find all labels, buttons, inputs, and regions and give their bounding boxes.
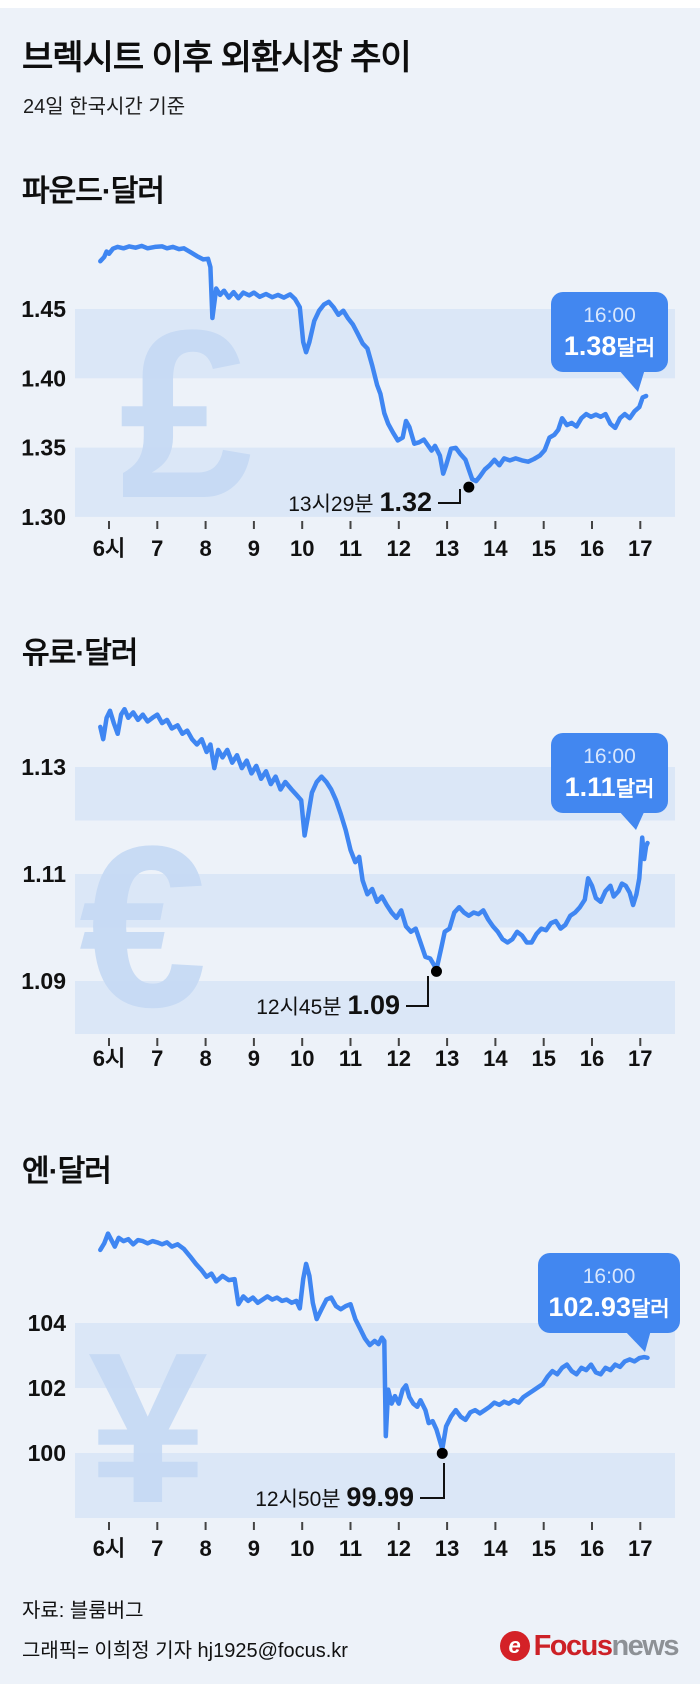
x-axis-label: 17 (628, 1536, 652, 1561)
x-axis-label: 8 (199, 1046, 211, 1071)
x-axis-label: 11 (339, 1046, 362, 1071)
page-subtitle: 24일 한국시간 기준 (23, 96, 186, 118)
callout-pointer (624, 1330, 651, 1352)
value-band (75, 981, 675, 1034)
source-text: 자료: 블룸버그 (22, 1600, 144, 1622)
callout-time: 16:00 (583, 304, 636, 327)
x-axis-label: 8 (199, 1536, 211, 1561)
x-axis-label: 13 (435, 1046, 459, 1071)
x-axis-label: 12 (387, 536, 411, 561)
y-axis-label: 1.40 (21, 365, 66, 391)
x-axis-label: 14 (483, 1046, 508, 1071)
value-band (75, 1323, 675, 1388)
x-axis-label: 11 (339, 536, 362, 561)
chart-3: ¥104 102 100 6시 7 8 9 10 11 12 13 14 15 16 17 12시50분 99… (28, 1231, 680, 1561)
x-axis-label: 9 (248, 1046, 260, 1071)
top-white-strip (0, 0, 700, 8)
x-axis-label: 6시 (93, 1536, 125, 1561)
price-line (98, 706, 650, 972)
x-axis-label: 13 (435, 536, 459, 561)
low-point-dot (430, 965, 442, 977)
x-axis-label: 15 (531, 1536, 555, 1561)
callout-pointer (618, 369, 645, 392)
y-axis-label: 1.11 (23, 861, 67, 887)
callout-value: 102.93달러 (548, 1292, 669, 1322)
callout-box (551, 292, 668, 372)
chart-2: €1.13 1.11 1.09 6시 7 8 9 10 11 12 13 14 15 16 17 12시45분… (21, 706, 675, 1071)
chart-title-euro-dollar: 유로·달러 (22, 637, 138, 670)
low-point-leader (406, 976, 429, 1007)
value-band (75, 1453, 675, 1518)
x-axis-label: 10 (290, 1046, 314, 1071)
chart-1: £1.45 1.40 1.35 1.30 6시 7 8 9 10 11 12 13 14 15 16 17 13… (21, 243, 675, 561)
euro-sign: € (79, 798, 207, 1055)
x-axis-label: 17 (628, 536, 652, 561)
price-line (98, 243, 649, 484)
chart-title-yen-dollar: 엔·달러 (22, 1155, 112, 1188)
low-point-dot (436, 1447, 448, 1459)
y-axis-label: 1.35 (21, 435, 66, 461)
x-axis-label: 8 (199, 536, 211, 561)
x-axis-label: 12 (387, 1536, 411, 1561)
y-axis-label: 1.45 (21, 296, 66, 322)
y-axis-label: 104 (28, 1310, 67, 1336)
x-axis-label: 15 (531, 536, 555, 561)
page-title: 브렉시트 이후 외환시장 추이 (22, 39, 412, 77)
x-axis-label: 7 (151, 1536, 163, 1561)
focusnews-logo-icon: e (499, 1631, 530, 1661)
y-axis-label: 102 (28, 1375, 66, 1401)
logo-text-focus: Focus (533, 1629, 613, 1662)
y-axis-label: 1.13 (21, 754, 66, 780)
y-axis-label: 1.09 (21, 968, 66, 994)
x-axis-label: 6시 (93, 1046, 125, 1071)
x-axis-label: 16 (580, 536, 604, 561)
x-axis-label: 10 (290, 1536, 314, 1561)
x-axis-label: 6시 (93, 536, 125, 561)
credit-text: 그래픽= 이희정 기자 hj1925@focus.kr (22, 1640, 348, 1662)
price-line (98, 1231, 650, 1452)
x-axis-label: 9 (248, 1536, 260, 1561)
x-axis-label: 14 (483, 1536, 508, 1561)
callout-box (551, 733, 668, 813)
low-point-label: 13시29분 1.32 (288, 487, 432, 517)
x-axis-label: 14 (483, 536, 508, 561)
value-band (75, 447, 675, 517)
x-axis-label: 11 (339, 1536, 362, 1561)
x-axis-label: 10 (290, 536, 314, 561)
low-point-leader (420, 1463, 445, 1499)
callout-box (538, 1253, 680, 1333)
chart-title-pound-dollar: 파운드·달러 (22, 175, 165, 208)
y-axis-label: 1.30 (21, 504, 66, 530)
x-axis-label: 16 (580, 1536, 604, 1561)
callout-time: 16:00 (583, 1265, 636, 1288)
yen-sign: ¥ (88, 1307, 208, 1548)
callout-time: 16:00 (583, 745, 636, 768)
x-axis-label: 7 (151, 536, 163, 561)
low-point-label: 12시50분 99.99 (255, 1482, 414, 1512)
x-axis-label: 16 (580, 1046, 604, 1071)
x-axis-label: 13 (435, 1536, 459, 1561)
callout-value: 1.38달러 (564, 331, 655, 361)
x-axis-label: 15 (531, 1046, 555, 1071)
y-axis-label: 100 (28, 1440, 66, 1466)
low-point-label: 12시45분 1.09 (256, 990, 400, 1020)
low-point-leader (438, 489, 461, 504)
x-axis-label: 7 (151, 1046, 163, 1071)
callout-value: 1.11달러 (565, 772, 655, 802)
callout-pointer (618, 810, 645, 830)
x-axis-label: 17 (628, 1046, 652, 1071)
logo-text-news: news (611, 1629, 679, 1662)
focusnews-logo: e Focus news (499, 1629, 679, 1662)
low-point-dot (463, 481, 475, 493)
x-axis-label: 9 (248, 536, 260, 561)
pound-sign: £ (119, 280, 252, 548)
x-axis-label: 12 (387, 1046, 411, 1071)
